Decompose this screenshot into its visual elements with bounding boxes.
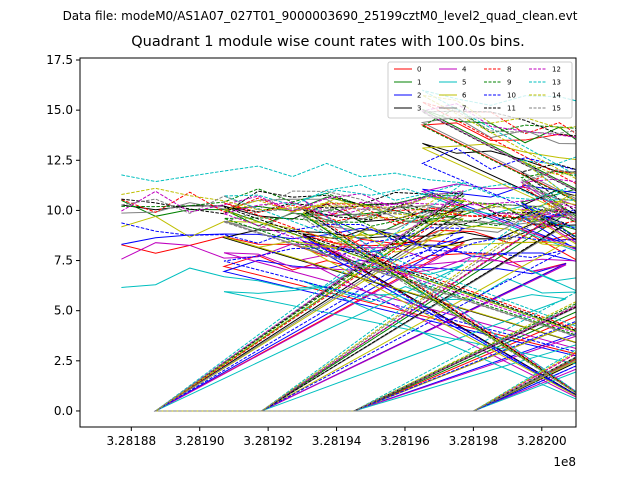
legend-label-0: 0 xyxy=(417,66,421,74)
legend-label-11: 11 xyxy=(507,105,516,113)
legend-label-2: 2 xyxy=(417,92,421,100)
y-tick-label: 0.0 xyxy=(54,404,73,418)
y-tick-label: 5.0 xyxy=(54,304,73,318)
x-tick-label: 3.28194 xyxy=(312,434,362,448)
legend-label-9: 9 xyxy=(507,79,511,87)
plot-frame xyxy=(79,57,577,428)
legend-label-6: 6 xyxy=(462,92,467,100)
y-tick-label: 15.0 xyxy=(46,103,73,117)
series-layer xyxy=(121,89,576,412)
series-line-14 xyxy=(121,94,576,412)
legend-label-7: 7 xyxy=(462,105,466,113)
x-tick-label: 3.28200 xyxy=(517,434,567,448)
legend-label-14: 14 xyxy=(552,92,561,100)
y-tick-label: 2.5 xyxy=(54,354,73,368)
legend-box xyxy=(387,61,573,119)
chart-title: Quadrant 1 module wise count rates with … xyxy=(131,34,525,50)
legend-label-10: 10 xyxy=(507,92,516,100)
legend-label-1: 1 xyxy=(417,79,421,87)
axes-layer: 3.28188 3.28190 3.28192 3.28194 3.28196 3.281… xyxy=(46,53,576,469)
series-line-15 xyxy=(121,110,576,412)
x-offset-label: 1e8 xyxy=(553,455,576,469)
x-tick-label: 3.28192 xyxy=(243,434,293,448)
legend-label-15: 15 xyxy=(552,105,561,113)
y-tick-label: 7.5 xyxy=(54,254,73,268)
y-tick-label: 12.5 xyxy=(46,153,73,167)
x-tick-label: 3.28188 xyxy=(106,434,156,448)
x-tick-label: 3.28190 xyxy=(175,434,225,448)
x-tick-label: 3.28196 xyxy=(380,434,430,448)
legend-label-5: 5 xyxy=(462,79,466,87)
legend-label-8: 8 xyxy=(507,66,511,74)
legend-label-12: 12 xyxy=(552,66,561,74)
x-tick-label: 3.28198 xyxy=(449,434,499,448)
suptitle: Data file: modeM0/AS1A07_027T01_90000036… xyxy=(62,9,578,23)
legend-label-3: 3 xyxy=(417,105,421,113)
y-tick-label: 17.5 xyxy=(46,53,73,67)
legend-label-4: 4 xyxy=(462,66,467,74)
y-tick-label: 10.0 xyxy=(46,203,73,217)
legend-label-13: 13 xyxy=(552,79,561,87)
